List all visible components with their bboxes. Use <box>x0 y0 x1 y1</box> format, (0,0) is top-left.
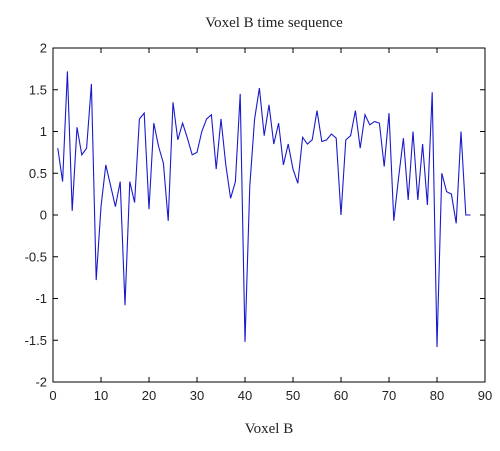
y-tick-label: 2 <box>40 41 47 56</box>
plot-area <box>52 47 486 383</box>
y-tick-label: 0 <box>40 208 47 223</box>
x-tick-label: 10 <box>94 388 108 403</box>
x-tick-label: 20 <box>142 388 156 403</box>
x-tick-label: 30 <box>190 388 204 403</box>
chart-title: Voxel B time sequence <box>205 15 343 31</box>
x-tick-label: 0 <box>49 388 56 403</box>
series-line <box>57 71 471 347</box>
x-tick-label: 40 <box>238 388 252 403</box>
y-tick-label: 1.5 <box>29 82 47 97</box>
x-tick-label: 70 <box>382 388 396 403</box>
x-tick-label: 90 <box>478 388 492 403</box>
x-tick-label: 50 <box>286 388 300 403</box>
x-axis-label: Voxel B <box>245 421 293 437</box>
y-tick-label: -2 <box>35 375 47 390</box>
x-axis: 0 10 20 30 40 50 60 70 80 90 <box>49 48 492 403</box>
x-tick-label: 60 <box>334 388 348 403</box>
y-tick-label: 1 <box>40 124 47 139</box>
y-axis: -2 -1.5 -1 -0.5 0 0.5 1 1.5 2 <box>25 41 485 390</box>
y-tick-label: -0.5 <box>25 249 47 264</box>
y-tick-label: -1.5 <box>25 333 47 348</box>
x-tick-label: 80 <box>430 388 444 403</box>
y-tick-label: 0.5 <box>29 166 47 181</box>
y-tick-label: -1 <box>35 291 47 306</box>
